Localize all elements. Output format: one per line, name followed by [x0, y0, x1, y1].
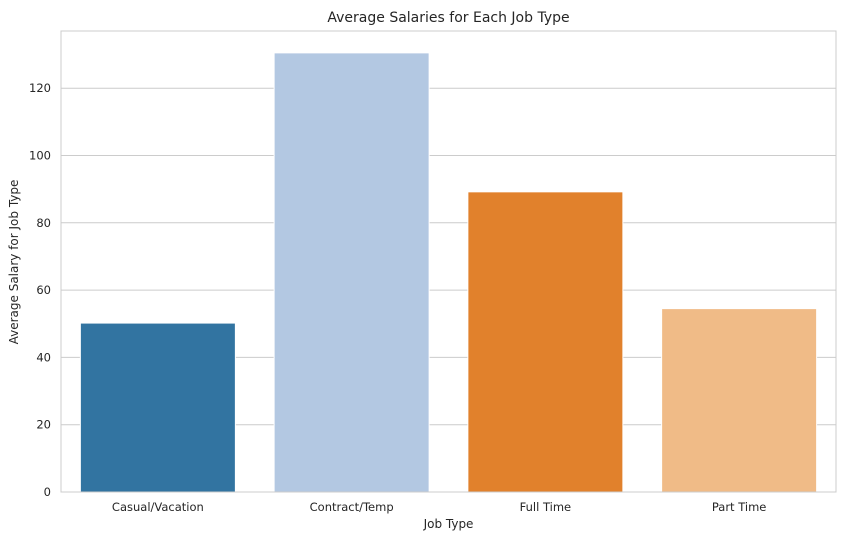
plot-frame — [60, 30, 837, 493]
y-tick-label: 120 — [29, 81, 51, 95]
x-tick-labels: Casual/Vacation Contract/Temp Full Time Par… — [112, 500, 766, 514]
y-tick-label: 20 — [36, 418, 51, 432]
bar — [467, 191, 624, 493]
x-tick-label: Contract/Temp — [310, 500, 394, 514]
bar — [79, 322, 236, 493]
x-tick-label: Casual/Vacation — [112, 500, 204, 514]
y-tick-label: 40 — [36, 350, 51, 364]
y-axis-label: Average Salary for Job Type — [7, 180, 21, 345]
y-tick-label: 80 — [36, 216, 51, 230]
bar — [661, 308, 818, 493]
y-tick-label: 0 — [44, 485, 51, 499]
x-tick-label: Full Time — [520, 500, 571, 514]
y-tick-label: 100 — [29, 149, 51, 163]
y-tick-labels: 0 20 40 60 80 100 120 — [29, 81, 51, 499]
bar — [273, 52, 430, 493]
x-tick-label: Part Time — [712, 500, 767, 514]
y-tick-label: 60 — [36, 283, 51, 297]
chart-title: Average Salaries for Each Job Type — [327, 10, 569, 26]
x-axis-label: Job Type — [423, 517, 474, 531]
bars — [79, 52, 818, 493]
